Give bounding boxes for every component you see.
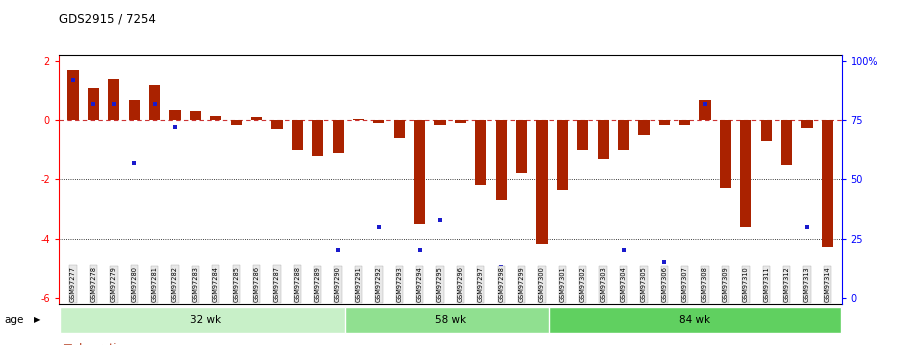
Text: GSM97314: GSM97314 xyxy=(824,266,831,302)
Text: GSM97299: GSM97299 xyxy=(519,266,525,302)
Bar xyxy=(414,120,425,224)
Bar xyxy=(353,119,364,120)
Text: age: age xyxy=(5,315,24,325)
Bar xyxy=(516,120,528,174)
Bar xyxy=(109,79,119,120)
Bar xyxy=(549,307,841,333)
Bar xyxy=(802,120,813,128)
Bar xyxy=(149,85,160,120)
Bar xyxy=(577,120,588,150)
Bar xyxy=(169,110,181,120)
Bar xyxy=(719,120,731,188)
Text: GSM97296: GSM97296 xyxy=(457,266,463,302)
Text: GSM97312: GSM97312 xyxy=(784,266,789,302)
Bar xyxy=(740,120,751,227)
Text: GSM97285: GSM97285 xyxy=(233,266,239,302)
Text: GSM97301: GSM97301 xyxy=(559,266,566,302)
Bar xyxy=(291,120,303,150)
Bar xyxy=(475,120,486,185)
Bar xyxy=(251,117,262,120)
Text: GSM97292: GSM97292 xyxy=(376,266,382,302)
Bar xyxy=(659,120,670,125)
Text: GSM97309: GSM97309 xyxy=(722,266,729,302)
Text: GSM97278: GSM97278 xyxy=(90,266,97,302)
Bar xyxy=(781,120,792,165)
Text: GSM97313: GSM97313 xyxy=(804,266,810,302)
Text: GSM97287: GSM97287 xyxy=(274,266,280,302)
Bar xyxy=(68,70,79,120)
Text: GSM97281: GSM97281 xyxy=(152,266,157,302)
Text: GSM97282: GSM97282 xyxy=(172,266,178,302)
Bar xyxy=(210,116,222,120)
Bar xyxy=(88,88,99,120)
Text: GDS2915 / 7254: GDS2915 / 7254 xyxy=(59,12,156,25)
Text: GSM97290: GSM97290 xyxy=(335,266,341,302)
Text: ■  log ratio: ■ log ratio xyxy=(63,344,123,345)
Bar xyxy=(129,100,140,120)
Text: GSM97308: GSM97308 xyxy=(702,266,708,302)
Bar xyxy=(638,120,650,135)
Text: GSM97302: GSM97302 xyxy=(580,266,586,302)
Text: GSM97300: GSM97300 xyxy=(539,266,545,302)
Text: GSM97297: GSM97297 xyxy=(478,266,484,302)
Text: GSM97277: GSM97277 xyxy=(70,266,76,302)
Bar xyxy=(272,120,282,129)
Bar xyxy=(60,307,351,333)
Bar xyxy=(700,100,710,120)
Text: GSM97284: GSM97284 xyxy=(213,266,219,302)
Bar xyxy=(822,120,833,247)
Bar xyxy=(455,120,466,123)
Text: 32 wk: 32 wk xyxy=(190,315,221,325)
Text: GSM97293: GSM97293 xyxy=(396,266,402,302)
Text: 58 wk: 58 wk xyxy=(434,315,466,325)
Text: GSM97291: GSM97291 xyxy=(356,266,361,302)
Bar xyxy=(231,120,242,125)
Text: GSM97310: GSM97310 xyxy=(743,266,748,302)
Text: GSM97298: GSM97298 xyxy=(499,266,504,302)
Text: GSM97288: GSM97288 xyxy=(294,266,300,302)
Text: GSM97286: GSM97286 xyxy=(253,266,260,302)
Text: 84 wk: 84 wk xyxy=(680,315,710,325)
Text: GSM97283: GSM97283 xyxy=(193,266,198,302)
Text: GSM97304: GSM97304 xyxy=(621,266,626,302)
Text: GSM97295: GSM97295 xyxy=(437,266,443,302)
Bar xyxy=(618,120,629,150)
Text: ▶: ▶ xyxy=(34,315,41,325)
Bar xyxy=(597,120,609,159)
Text: GSM97279: GSM97279 xyxy=(111,266,117,302)
Text: GSM97294: GSM97294 xyxy=(416,266,423,302)
Text: GSM97311: GSM97311 xyxy=(763,266,769,302)
Text: GSM97305: GSM97305 xyxy=(641,266,647,302)
Bar xyxy=(760,120,772,141)
Bar xyxy=(537,120,548,245)
Text: GSM97289: GSM97289 xyxy=(315,266,320,302)
Bar xyxy=(345,307,556,333)
Bar xyxy=(679,120,691,125)
Text: GSM97280: GSM97280 xyxy=(131,266,138,302)
Bar xyxy=(332,120,344,153)
Text: GSM97307: GSM97307 xyxy=(681,266,688,302)
Bar xyxy=(557,120,568,190)
Bar xyxy=(373,120,385,123)
Text: GSM97306: GSM97306 xyxy=(662,266,667,302)
Bar xyxy=(496,120,507,200)
Bar xyxy=(312,120,323,156)
Bar xyxy=(434,120,445,125)
Bar xyxy=(394,120,405,138)
Text: GSM97303: GSM97303 xyxy=(600,266,606,302)
Bar xyxy=(190,111,201,120)
